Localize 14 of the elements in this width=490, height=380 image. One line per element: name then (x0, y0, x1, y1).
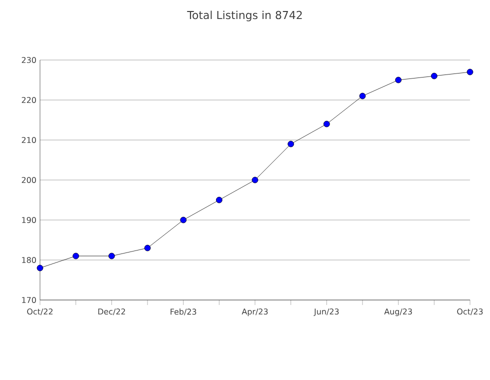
point (288, 140, 294, 148)
point (216, 196, 222, 204)
point (466, 68, 474, 76)
point (430, 72, 438, 80)
point (359, 92, 366, 100)
point (323, 120, 330, 128)
point (144, 244, 151, 252)
point (252, 176, 258, 184)
point (395, 76, 402, 84)
point (180, 216, 187, 224)
point (36, 264, 44, 272)
point (108, 252, 115, 260)
chart-title: Total Listings in 8742 (187, 10, 302, 22)
point (72, 252, 80, 260)
